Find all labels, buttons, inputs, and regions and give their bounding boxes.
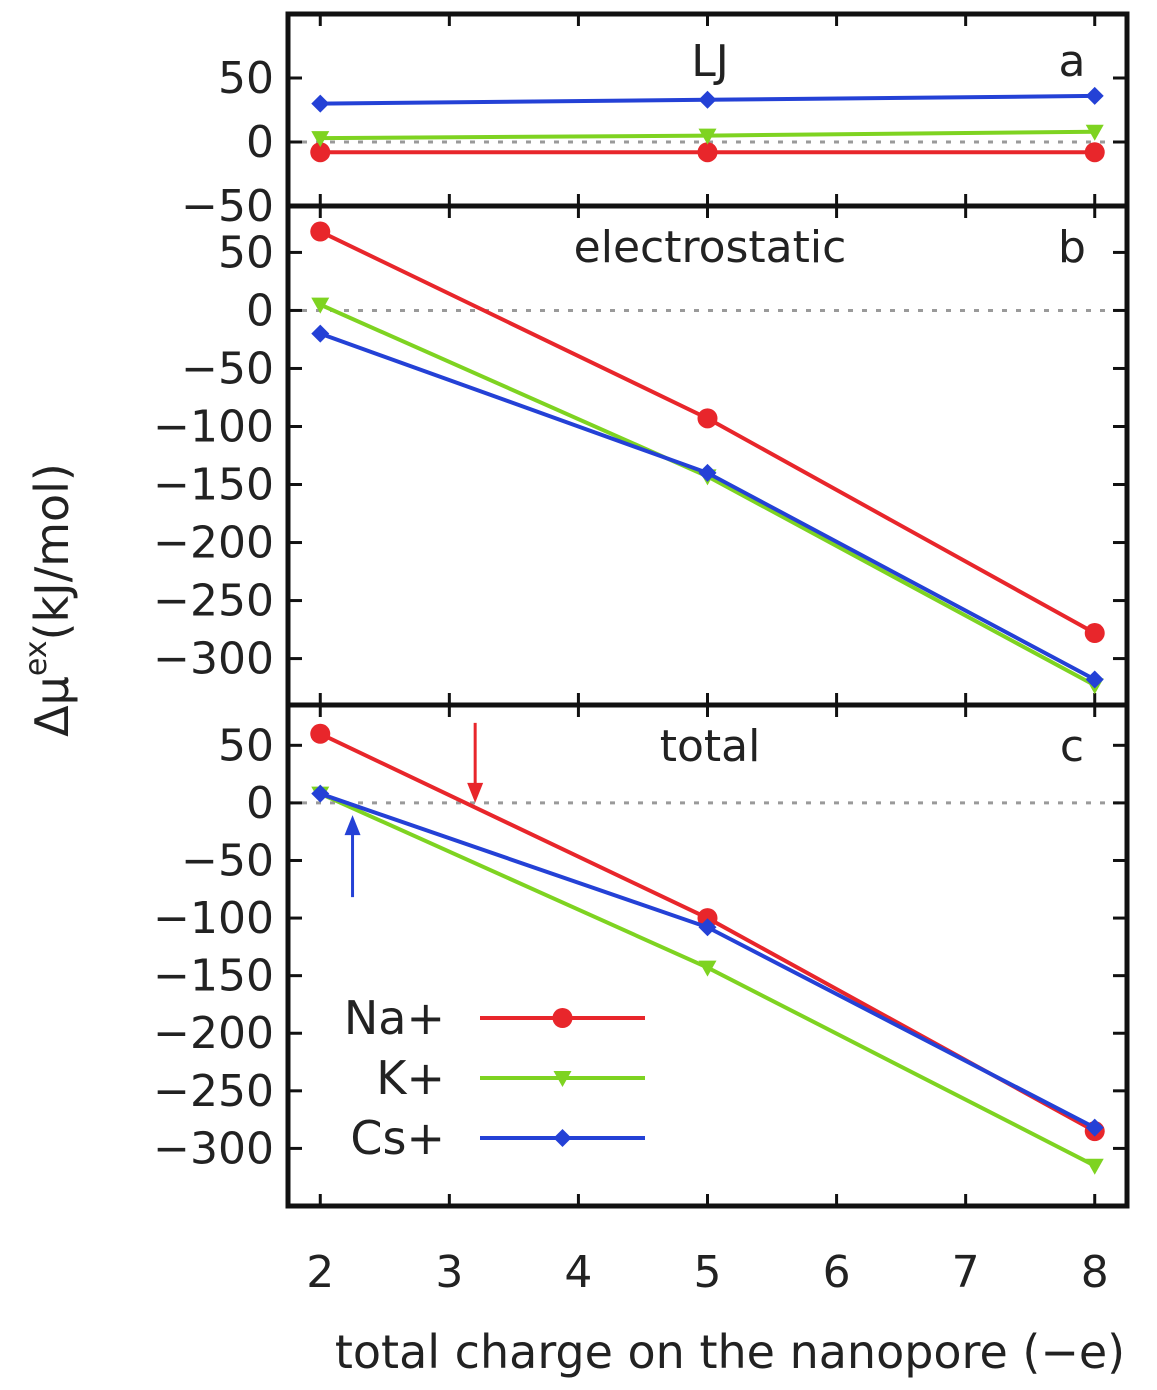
series-line bbox=[319, 302, 1096, 688]
data-point bbox=[1085, 1118, 1104, 1137]
series-cs-plus bbox=[311, 784, 1104, 1137]
data-point bbox=[698, 918, 717, 937]
panel-letter: c bbox=[1060, 721, 1084, 772]
y-tick-label: −150 bbox=[153, 460, 274, 511]
x-axis: 2 3 4 5 6 7 8 bbox=[306, 1247, 1108, 1298]
y-tick-label: 0 bbox=[246, 117, 274, 168]
data-point bbox=[698, 90, 717, 109]
x-tick-label: 4 bbox=[564, 1247, 592, 1298]
series-na-plus bbox=[310, 142, 1105, 163]
arrow-annotation bbox=[467, 722, 484, 803]
y-axis-label-sup: ex bbox=[19, 640, 54, 676]
legend-entry: Cs+ bbox=[350, 1111, 645, 1165]
series-na-plus bbox=[310, 221, 1105, 644]
series-line bbox=[319, 229, 1096, 635]
y-tick-label: −300 bbox=[153, 634, 274, 685]
y-tick-label: −300 bbox=[153, 1123, 274, 1174]
y-tick-label: 50 bbox=[218, 720, 274, 771]
series-cs-plus bbox=[311, 86, 1104, 113]
arrow-head bbox=[344, 815, 361, 836]
data-point bbox=[698, 128, 717, 145]
x-tick-label: 2 bbox=[306, 1247, 334, 1298]
y-tick-label: −150 bbox=[153, 951, 274, 1002]
legend-label: K+ bbox=[376, 1051, 445, 1105]
data-point bbox=[698, 960, 717, 977]
y-tick-label: −250 bbox=[153, 1066, 274, 1117]
data-point bbox=[311, 784, 330, 803]
y-axis-label: Δμex(kJ/mol) bbox=[19, 463, 79, 737]
y-tick-label: 0 bbox=[246, 285, 274, 336]
x-tick-label: 6 bbox=[823, 1247, 851, 1298]
y-tick-label: −50 bbox=[181, 835, 274, 886]
data-point bbox=[310, 221, 331, 242]
data-point bbox=[1084, 142, 1105, 163]
x-tick-label: 7 bbox=[952, 1247, 980, 1298]
legend-label: Na+ bbox=[344, 991, 445, 1045]
data-point bbox=[1084, 623, 1105, 644]
legend-marker bbox=[553, 1129, 572, 1147]
x-tick-label: 3 bbox=[435, 1247, 463, 1298]
panel-letter: b bbox=[1058, 222, 1086, 273]
panel-title: LJ bbox=[691, 36, 729, 87]
data-point bbox=[310, 723, 331, 744]
data-point bbox=[310, 142, 331, 163]
y-tick-label: −100 bbox=[153, 893, 274, 944]
data-point bbox=[697, 908, 718, 929]
panel-c: −300 −250 −200 −150 −100 −50 0 50 total c bbox=[153, 702, 1130, 1209]
data-point bbox=[311, 324, 330, 343]
x-axis-label: total charge on the nanopore (−e) bbox=[335, 1325, 1125, 1379]
panel-letter: a bbox=[1059, 36, 1086, 87]
legend-marker bbox=[553, 1071, 572, 1087]
y-tick-label: 50 bbox=[218, 227, 274, 278]
panel-title: electrostatic bbox=[574, 222, 847, 273]
y-tick-label: −200 bbox=[153, 1008, 274, 1059]
data-point bbox=[1085, 1158, 1104, 1175]
legend-label: Cs+ bbox=[350, 1111, 445, 1165]
panel-a: −50 0 50 LJ a bbox=[181, 11, 1130, 232]
series-k-plus bbox=[311, 124, 1104, 148]
series-line bbox=[319, 331, 1096, 682]
data-point bbox=[311, 297, 330, 314]
legend-entry: K+ bbox=[376, 1051, 645, 1105]
legend-entry: Na+ bbox=[344, 991, 645, 1045]
data-point bbox=[697, 142, 718, 163]
data-point bbox=[311, 131, 330, 148]
arrow-annotation bbox=[344, 815, 361, 898]
panels: −50 0 50 LJ a −300 −250 −200 −150 −100 −50 0 50 elect… bbox=[153, 11, 1130, 1209]
data-point bbox=[1085, 124, 1104, 141]
y-axis-label-rest: (kJ/mol) bbox=[25, 463, 79, 640]
data-point bbox=[697, 408, 718, 429]
svg-text:Δμex(kJ/mol): Δμex(kJ/mol) bbox=[19, 463, 79, 737]
series-line bbox=[319, 791, 1096, 1168]
y-tick-label: −250 bbox=[153, 576, 274, 627]
panel-title: total bbox=[660, 721, 761, 772]
panel-frame bbox=[285, 702, 1130, 1209]
x-tick-label: 8 bbox=[1081, 1247, 1109, 1298]
arrow-head bbox=[467, 782, 484, 803]
series-cs-plus bbox=[311, 324, 1104, 689]
data-point bbox=[311, 94, 330, 113]
series-k-plus bbox=[311, 297, 1104, 695]
x-tick-label: 5 bbox=[694, 1247, 722, 1298]
y-tick-label: −100 bbox=[153, 401, 274, 452]
y-tick-label: −50 bbox=[181, 181, 274, 232]
panel-b: −300 −250 −200 −150 −100 −50 0 50 electrostatic b bbox=[153, 203, 1130, 708]
legend: Na+ K+ Cs+ bbox=[344, 991, 645, 1165]
legend-marker bbox=[552, 1008, 573, 1028]
y-tick-label: 50 bbox=[218, 53, 274, 104]
y-tick-label: 0 bbox=[246, 778, 274, 829]
y-tick-label: −200 bbox=[153, 518, 274, 569]
y-axis-label-main: Δμ bbox=[25, 676, 79, 737]
data-point bbox=[1085, 86, 1104, 105]
data-point bbox=[698, 463, 717, 482]
data-point bbox=[1085, 670, 1104, 689]
y-tick-label: −50 bbox=[181, 343, 274, 394]
